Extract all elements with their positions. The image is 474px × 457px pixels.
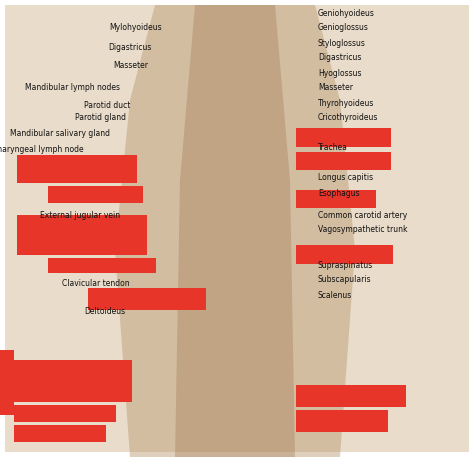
Text: Geniohyoideus: Geniohyoideus <box>318 9 375 17</box>
Text: Clavicular tendon: Clavicular tendon <box>63 280 130 288</box>
Bar <box>17 215 147 255</box>
Text: Common carotid artery: Common carotid artery <box>318 211 407 219</box>
Text: Cricothyroideus: Cricothyroideus <box>318 113 378 122</box>
Polygon shape <box>115 5 355 457</box>
Bar <box>296 410 388 432</box>
Bar <box>0 350 14 415</box>
Text: Digastricus: Digastricus <box>318 53 361 63</box>
Bar <box>296 128 391 147</box>
Text: Supraspinatus: Supraspinatus <box>318 260 373 270</box>
Bar <box>296 190 376 208</box>
Text: Genioglossus: Genioglossus <box>318 23 369 32</box>
Bar <box>48 258 156 273</box>
Polygon shape <box>175 5 295 457</box>
Bar <box>296 152 391 170</box>
Text: Masseter: Masseter <box>113 60 148 69</box>
Text: Mylohyoideus: Mylohyoideus <box>109 23 162 32</box>
Text: Esophagus: Esophagus <box>318 188 360 197</box>
Text: Subscapularis: Subscapularis <box>318 276 372 285</box>
Text: Mandibular salivary gland: Mandibular salivary gland <box>10 128 110 138</box>
Bar <box>14 425 106 442</box>
Text: Masseter: Masseter <box>318 84 353 92</box>
Text: Deltoideus: Deltoideus <box>84 308 125 317</box>
Bar <box>14 405 116 422</box>
Text: Hyoglossus: Hyoglossus <box>318 69 362 78</box>
Text: Digastricus: Digastricus <box>109 43 152 52</box>
Text: Thyrohyoideus: Thyrohyoideus <box>318 99 374 107</box>
Bar <box>296 245 393 264</box>
Bar <box>14 360 132 402</box>
Text: Longus capitis: Longus capitis <box>318 174 373 182</box>
Bar <box>296 385 406 407</box>
Text: Vagosympathetic trunk: Vagosympathetic trunk <box>318 225 408 234</box>
Text: Styloglossus: Styloglossus <box>318 38 366 48</box>
Text: Parotid duct: Parotid duct <box>83 101 130 110</box>
Text: Parotid gland: Parotid gland <box>75 113 126 122</box>
Text: Medial retropharyngeal lymph node: Medial retropharyngeal lymph node <box>0 145 84 154</box>
Text: External jugular vein: External jugular vein <box>40 211 120 219</box>
Bar <box>17 155 137 183</box>
Bar <box>48 186 143 203</box>
Text: Trachea: Trachea <box>318 143 348 153</box>
Text: Mandibular lymph nodes: Mandibular lymph nodes <box>25 84 120 92</box>
Bar <box>88 288 206 310</box>
Text: Scalenus: Scalenus <box>318 291 352 299</box>
